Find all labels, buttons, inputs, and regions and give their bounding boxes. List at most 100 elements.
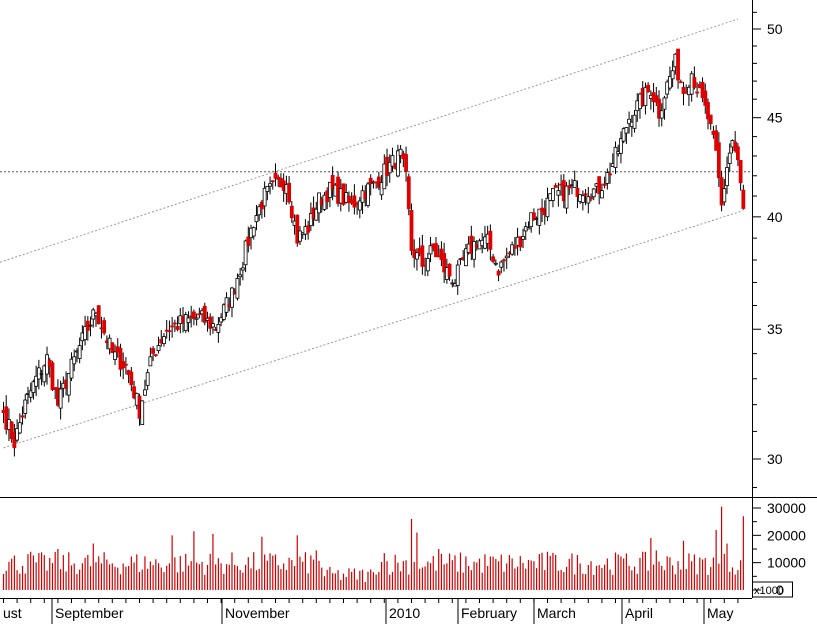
down-candle: [118, 347, 123, 370]
up-candle: [308, 213, 313, 227]
up-candle: [211, 323, 215, 328]
up-candle: [265, 185, 270, 192]
down-candle: [512, 246, 517, 249]
down-candle: [700, 81, 705, 99]
up-candle: [83, 326, 87, 341]
up-candle: [545, 197, 550, 218]
month-label: ust: [3, 605, 22, 621]
down-candle: [175, 326, 180, 330]
trend-channel: [0, 18, 744, 449]
down-candle: [447, 263, 452, 277]
down-candle: [708, 114, 713, 125]
down-candle: [714, 130, 719, 151]
down-candle: [676, 48, 680, 81]
up-candle: [235, 278, 240, 299]
down-candle: [4, 406, 9, 430]
volume-tick-label: 30000: [767, 500, 806, 516]
up-candle: [510, 244, 515, 255]
up-candle: [493, 262, 498, 265]
up-candle: [428, 245, 433, 255]
up-candle: [251, 227, 256, 237]
up-candle: [659, 110, 664, 119]
up-candle: [77, 345, 82, 359]
candlestick-series: [1, 48, 746, 457]
up-candle: [216, 324, 221, 333]
down-candle: [289, 205, 294, 219]
up-candle: [670, 70, 675, 80]
up-candle: [572, 180, 577, 188]
volume-tick-label: 20000: [767, 527, 806, 543]
down-candle: [153, 354, 158, 356]
up-candle: [472, 241, 476, 260]
month-label: 2010: [389, 605, 420, 621]
down-candle: [567, 185, 572, 189]
up-candle: [668, 76, 672, 89]
up-candle: [529, 212, 534, 228]
down-candle: [491, 256, 496, 262]
up-candle: [17, 422, 22, 434]
up-candle: [632, 114, 637, 129]
up-candle: [600, 190, 604, 199]
up-candle: [357, 200, 362, 211]
up-candle: [257, 206, 262, 216]
up-candle: [643, 87, 648, 107]
down-candle: [197, 313, 202, 316]
up-candle: [591, 188, 596, 198]
up-candle: [722, 188, 727, 203]
down-candle: [132, 386, 136, 399]
down-candle: [172, 322, 177, 325]
price-tick-label: 40: [767, 209, 783, 225]
down-candle: [716, 142, 721, 179]
up-candle: [395, 150, 400, 177]
up-candle: [455, 264, 460, 286]
up-candle: [463, 248, 468, 267]
up-candle: [28, 390, 33, 398]
down-candle: [287, 182, 292, 203]
up-candle: [382, 163, 387, 190]
down-candle: [50, 362, 55, 391]
month-label: February: [461, 605, 517, 621]
down-candle: [404, 154, 408, 172]
up-candle: [254, 215, 259, 223]
up-candle: [390, 155, 395, 167]
up-candle: [298, 230, 302, 242]
up-candle: [627, 118, 631, 125]
up-candle: [31, 381, 36, 393]
up-candle: [262, 187, 267, 207]
up-candle: [425, 258, 430, 272]
down-candle: [102, 320, 107, 334]
down-candle: [273, 172, 278, 179]
down-candle: [681, 86, 686, 94]
down-candle: [270, 180, 275, 183]
down-candle: [589, 197, 593, 200]
up-candle: [58, 388, 63, 409]
month-label: April: [625, 605, 653, 621]
up-candle: [526, 227, 531, 230]
price-tick-label: 35: [767, 321, 783, 337]
down-candle: [738, 160, 743, 184]
down-candle: [191, 311, 196, 319]
down-candle: [692, 77, 697, 88]
up-candle: [504, 255, 509, 259]
down-candle: [736, 146, 740, 161]
price-tick-label: 50: [767, 21, 783, 37]
up-candle: [624, 127, 629, 134]
month-label: September: [55, 605, 124, 621]
down-candle: [170, 325, 175, 328]
month-label: May: [707, 605, 733, 621]
up-candle: [88, 324, 93, 327]
up-candle: [314, 208, 319, 221]
up-candle: [662, 97, 667, 110]
up-candle: [156, 345, 161, 352]
up-candle: [140, 400, 145, 425]
down-candle: [110, 342, 115, 353]
down-candle: [741, 189, 746, 209]
upper-channel-line: [0, 18, 739, 263]
down-candle: [678, 81, 683, 84]
up-candle: [537, 208, 542, 226]
volume-axis: x1000 0 10000 20000 30000: [752, 500, 806, 598]
up-candle: [727, 152, 732, 164]
up-candle: [268, 183, 272, 187]
up-candle: [398, 148, 403, 156]
down-candle: [553, 185, 558, 188]
